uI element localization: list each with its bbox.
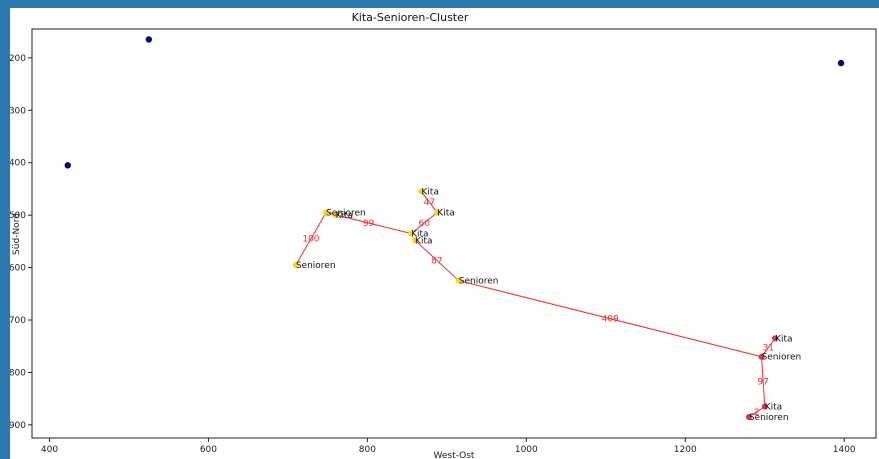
edge-line [761,338,776,358]
cluster-point [455,277,462,284]
edge-line [325,212,412,234]
y-tick-label: 400 [10,159,26,169]
point-label: Senioren [762,353,802,363]
point-label: Kita [765,403,782,413]
cluster-point [412,237,419,244]
edge-label: 60 [418,219,430,229]
edge-label: 31 [763,344,774,354]
cluster-point [408,230,415,237]
x-tick-label: 1000 [515,445,538,455]
outlier-point [837,59,845,67]
point-markers [64,36,845,421]
point-label: Kita [415,236,432,246]
edge-label: 99 [363,219,375,229]
edge-label: 47 [424,198,435,208]
y-tick-label: 500 [10,211,26,221]
point-label: Kita [336,211,353,221]
cluster-point [758,353,765,360]
outlier-point [145,36,153,43]
cluster-point [745,414,752,421]
point-label: Kita [437,209,454,219]
point-label: Kita [775,334,792,344]
edge-line [414,239,460,282]
x-tick-label: 1200 [674,445,697,455]
y-tick-label: 900 [10,421,26,431]
chart-svg: Kita-Senioren-Cluster 400 600 800 1000 1200 1… [10,11,877,459]
edge-line [295,212,327,266]
plot-panel: Kita-Senioren-Cluster 400 600 800 1000 1200 1… [10,8,879,459]
point-label: Kita [411,230,428,240]
edge-line [458,280,762,358]
x-tick-label: 400 [41,445,58,455]
edge-line [421,191,438,213]
cluster-point [292,261,299,268]
y-tick-label: 600 [10,264,26,274]
x-tick-label: 1400 [833,445,856,455]
x-axis-ticks: 400 600 800 1000 1200 1400 [41,438,856,455]
y-tick-label: 700 [10,316,26,326]
point-labels: KitaKitaSeniorenKitaKitaKitaSeniorenSeni… [296,188,801,423]
cluster-point [772,335,779,342]
edge-label: 87 [431,257,442,267]
x-tick-label: 800 [359,445,376,455]
cluster-point [761,403,768,410]
point-label: Senioren [296,261,336,271]
chart-title: Kita-Senioren-Cluster [352,11,469,24]
edge-line [761,356,766,407]
outlier-point [64,162,71,169]
point-label: Senioren [459,277,499,287]
y-tick-label: 200 [10,54,26,64]
edge-label: 97 [757,378,768,388]
edge-lines [295,191,776,418]
edge-labels: 47 60 99 100 87 409 31 97 2 [302,198,774,418]
edge-label: 100 [302,235,319,245]
cluster-point [434,209,441,216]
axes-frame [31,28,877,439]
y-tick-label: 800 [10,368,26,378]
edge-label: 409 [602,315,619,325]
y-tick-label: 300 [10,106,26,116]
point-label: Senioren [326,209,366,219]
cluster-point [418,188,425,195]
edge-line [748,406,766,418]
y-axis-ticks: 200 300 400 500 600 700 800 900 [10,54,32,431]
cluster-point [332,212,339,219]
y-axis-label: Süd-Nord [12,213,22,255]
edge-line [410,212,438,234]
edge-label: 2 [754,408,760,418]
point-label: Senioren [749,413,789,423]
x-tick-label: 600 [200,445,217,455]
point-label: Kita [421,188,438,198]
x-axis-label: West-Ost [434,451,475,459]
cluster-point [323,209,330,216]
